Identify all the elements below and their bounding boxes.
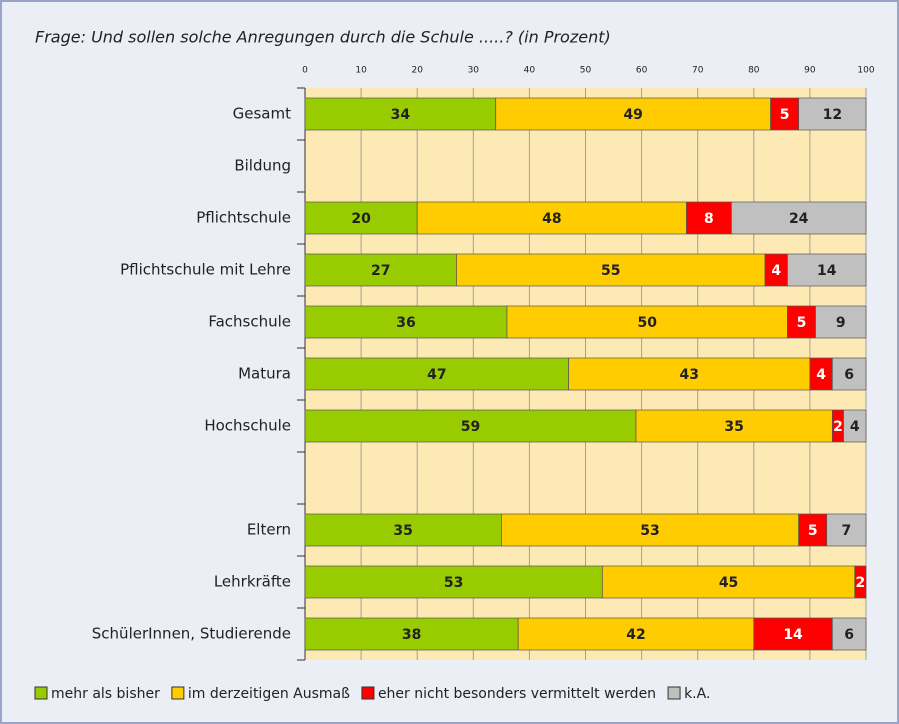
data-label: 9 xyxy=(836,315,846,331)
bar-segment xyxy=(831,357,867,391)
y-tick-label: Bildung xyxy=(234,157,291,175)
data-label: 55 xyxy=(601,263,620,279)
x-tick-label: 30 xyxy=(468,66,480,76)
x-tick-label: 80 xyxy=(748,66,760,76)
x-tick-label: 60 xyxy=(636,66,648,76)
data-label: 38 xyxy=(402,627,421,643)
data-label: 6 xyxy=(844,627,854,643)
data-label: 12 xyxy=(823,107,842,123)
x-tick-label: 70 xyxy=(692,66,704,76)
y-tick-label: Eltern xyxy=(247,521,291,539)
bar-segment xyxy=(787,253,867,287)
bar-segment xyxy=(854,565,867,599)
data-label: 27 xyxy=(371,263,390,279)
data-label: 49 xyxy=(623,107,642,123)
data-label: 4 xyxy=(816,367,826,383)
y-tick-label: Lehrkräfte xyxy=(214,573,291,591)
data-label: 53 xyxy=(444,575,463,591)
x-tick-label: 40 xyxy=(524,66,536,76)
data-label: 2 xyxy=(856,575,866,591)
y-tick-label: Gesamt xyxy=(233,105,291,123)
bar-segment xyxy=(501,513,800,547)
data-label: 2 xyxy=(833,419,843,435)
data-label: 20 xyxy=(351,211,371,227)
data-label: 7 xyxy=(841,523,851,539)
y-tick-label: Pflichtschule xyxy=(196,209,291,227)
x-tick-label: 20 xyxy=(411,66,423,76)
bar-segment xyxy=(787,305,816,339)
bar-segment xyxy=(770,97,800,131)
data-label: 48 xyxy=(542,211,561,227)
data-label: 6 xyxy=(844,367,854,383)
bar-segment xyxy=(495,97,771,131)
bar-segment xyxy=(304,617,519,651)
bar-segment xyxy=(304,513,502,547)
legend-label: k.A. xyxy=(684,686,710,702)
data-label: 35 xyxy=(393,523,412,539)
data-label: 59 xyxy=(461,419,480,435)
bar-segment xyxy=(304,409,637,443)
bar-segment xyxy=(731,201,867,235)
legend-swatch xyxy=(667,686,681,700)
bar-segment xyxy=(517,617,755,651)
data-label: 34 xyxy=(391,107,411,123)
x-tick-label: 0 xyxy=(302,66,308,76)
bar-segment xyxy=(456,253,766,287)
legend-swatch xyxy=(361,686,375,700)
data-label: 4 xyxy=(850,419,860,435)
data-label: 42 xyxy=(626,627,645,643)
data-label: 50 xyxy=(637,315,657,331)
data-label: 47 xyxy=(427,367,446,383)
data-label: 8 xyxy=(704,211,714,227)
data-label: 24 xyxy=(789,211,809,227)
x-tick-label: 90 xyxy=(804,66,816,76)
bar-segment xyxy=(798,97,867,131)
bar-segment xyxy=(416,201,687,235)
y-tick-label: Hochschule xyxy=(204,417,291,435)
data-label: 5 xyxy=(797,315,807,331)
data-label: 5 xyxy=(780,107,790,123)
bar-segment xyxy=(843,409,867,443)
bar-segment xyxy=(826,513,867,547)
bar-segment xyxy=(831,617,867,651)
bar-segment xyxy=(304,97,497,131)
legend-label: eher nicht besonders vermittelt werden xyxy=(378,686,656,702)
bar-segment xyxy=(304,305,508,339)
data-label: 5 xyxy=(808,523,818,539)
bar-segment xyxy=(304,201,418,235)
chart-title: Frage: Und sollen solche Anregungen durc… xyxy=(35,28,611,47)
bar-segment xyxy=(753,617,833,651)
x-tick-label: 100 xyxy=(857,66,874,76)
bar-segment xyxy=(304,253,457,287)
y-tick-label: Pflichtschule mit Lehre xyxy=(120,261,291,279)
bar-segment xyxy=(304,357,570,391)
data-label: 4 xyxy=(771,263,781,279)
y-tick-label: Matura xyxy=(238,365,291,383)
x-tick-label: 50 xyxy=(580,66,592,76)
x-tick-label: 10 xyxy=(355,66,367,76)
data-label: 36 xyxy=(396,315,415,331)
bar-segment xyxy=(686,201,732,235)
bar-segment xyxy=(815,305,867,339)
data-label: 14 xyxy=(783,627,803,643)
data-label: 45 xyxy=(719,575,738,591)
data-label: 35 xyxy=(724,419,743,435)
data-label: 53 xyxy=(640,523,659,539)
legend-label: mehr als bisher xyxy=(51,686,160,702)
y-tick-label: SchülerInnen, Studierende xyxy=(92,625,291,643)
legend-swatch xyxy=(34,686,48,700)
legend-label: im derzeitigen Ausmaß xyxy=(188,686,350,702)
bar-segment xyxy=(601,565,856,599)
legend-swatch xyxy=(171,686,185,700)
y-tick-label: Fachschule xyxy=(208,313,291,331)
bar-segment xyxy=(568,357,811,391)
bar-segment xyxy=(506,305,788,339)
data-label: 43 xyxy=(680,367,699,383)
data-label: 14 xyxy=(817,263,837,279)
